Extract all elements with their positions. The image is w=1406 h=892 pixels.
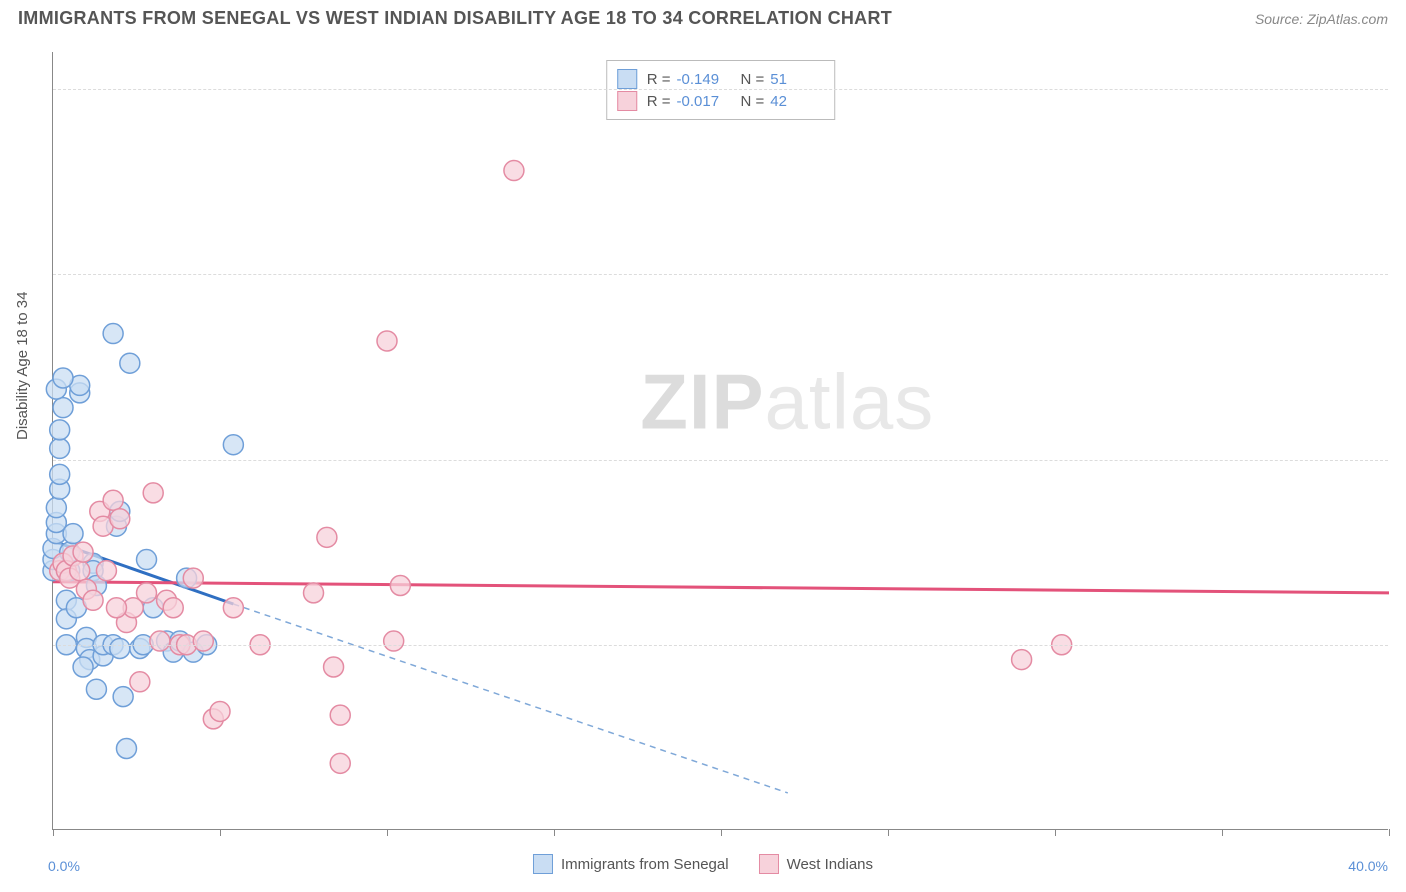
legend-label-blue: Immigrants from Senegal: [561, 856, 729, 873]
x-axis-max-label: 40.0%: [1348, 858, 1388, 874]
point-pink: [304, 583, 324, 603]
point-pink: [210, 701, 230, 721]
point-pink: [83, 590, 103, 610]
point-pink: [143, 483, 163, 503]
x-axis-min-label: 0.0%: [48, 858, 80, 874]
point-pink: [324, 657, 344, 677]
point-pink: [96, 561, 116, 581]
point-blue: [103, 324, 123, 344]
point-pink: [70, 561, 90, 581]
point-blue: [53, 368, 73, 388]
x-tick: [387, 829, 388, 836]
x-tick: [220, 829, 221, 836]
x-tick: [1055, 829, 1056, 836]
x-tick: [554, 829, 555, 836]
point-blue: [120, 353, 140, 373]
point-pink: [390, 575, 410, 595]
point-pink: [377, 331, 397, 351]
point-pink: [137, 583, 157, 603]
point-blue: [53, 398, 73, 418]
point-blue: [46, 498, 66, 518]
point-blue: [223, 435, 243, 455]
point-pink: [193, 631, 213, 651]
point-pink: [163, 598, 183, 618]
point-pink: [103, 490, 123, 510]
trendline-pink: [53, 582, 1389, 593]
point-blue: [113, 687, 133, 707]
point-blue: [50, 464, 70, 484]
legend-item-blue: Immigrants from Senegal: [533, 854, 729, 874]
point-pink: [183, 568, 203, 588]
point-blue: [50, 420, 70, 440]
x-tick: [53, 829, 54, 836]
point-pink: [130, 672, 150, 692]
chart-plot-area: ZIPatlas R = -0.149 N = 51 R = -0.017 N …: [52, 52, 1388, 830]
point-blue: [110, 638, 130, 658]
point-pink: [384, 631, 404, 651]
y-axis-title: Disability Age 18 to 34: [14, 292, 31, 440]
point-pink: [73, 542, 93, 562]
legend-label-pink: West Indians: [787, 856, 873, 873]
header: IMMIGRANTS FROM SENEGAL VS WEST INDIAN D…: [0, 0, 1406, 37]
x-tick: [721, 829, 722, 836]
page-title: IMMIGRANTS FROM SENEGAL VS WEST INDIAN D…: [18, 8, 892, 29]
point-pink: [317, 527, 337, 547]
legend-series: Immigrants from Senegal West Indians: [533, 854, 873, 874]
swatch-pink: [759, 854, 779, 874]
x-tick: [1222, 829, 1223, 836]
point-pink: [110, 509, 130, 529]
gridline: [53, 274, 1388, 275]
swatch-blue: [533, 854, 553, 874]
point-pink: [330, 705, 350, 725]
x-tick: [888, 829, 889, 836]
point-pink: [223, 598, 243, 618]
gridline: [53, 645, 1388, 646]
point-pink: [504, 161, 524, 181]
point-blue: [73, 657, 93, 677]
point-blue: [137, 550, 157, 570]
point-blue: [86, 679, 106, 699]
source-attribution: Source: ZipAtlas.com: [1255, 11, 1388, 27]
gridline: [53, 460, 1388, 461]
trendline-blue-dashed: [233, 604, 787, 793]
point-blue: [116, 738, 136, 758]
point-pink: [106, 598, 126, 618]
x-tick: [1389, 829, 1390, 836]
gridline: [53, 89, 1388, 90]
scatter-svg: [53, 52, 1388, 829]
legend-item-pink: West Indians: [759, 854, 873, 874]
point-blue: [63, 524, 83, 544]
point-blue: [50, 438, 70, 458]
point-pink: [330, 753, 350, 773]
point-pink: [150, 631, 170, 651]
point-pink: [1012, 650, 1032, 670]
